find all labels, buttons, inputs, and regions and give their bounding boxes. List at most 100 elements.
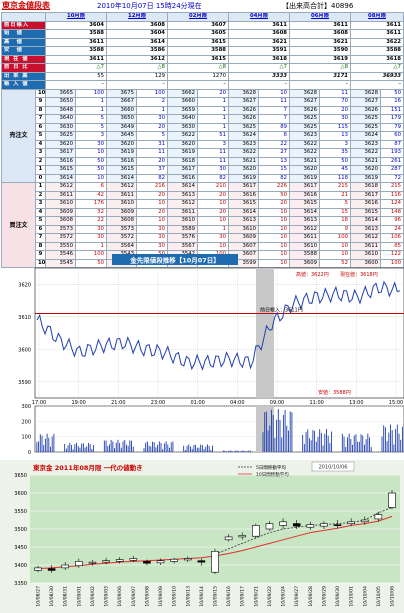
- sell-qty: 1: [75, 97, 107, 107]
- row-value: 3608: [289, 29, 351, 39]
- candle-body: [306, 524, 315, 528]
- buy-price: 3610: [45, 199, 76, 209]
- buy-qty: 216: [136, 182, 168, 192]
- row-change: 前 日 比 △7 △8 △8 △7 △8 △7: [1, 63, 404, 73]
- intraday-x-tick: 04:00: [230, 400, 244, 406]
- sell-qty: 70: [319, 97, 351, 107]
- sell-level: 10: [35, 88, 46, 98]
- sell-qty: 60: [380, 131, 404, 141]
- row-value: –: [289, 80, 351, 90]
- row-value: 3612: [106, 54, 168, 64]
- sell-qty: 82: [197, 173, 229, 183]
- volume-y-tick: 200: [21, 419, 31, 425]
- sell-price: 3620: [289, 165, 320, 175]
- buy-order-row: 2 3611 42 3611 20 3613 20 3616 50 3616 21 3617 116: [2, 190, 404, 200]
- sell-level: 2: [35, 156, 46, 166]
- buy-qty: 10: [258, 216, 290, 226]
- buy-price: 3614: [167, 182, 198, 192]
- contract-x-tick: 10/09/17: [240, 586, 246, 607]
- buy-price: 3615: [350, 207, 381, 217]
- buy-level: 4: [35, 207, 46, 217]
- row-value: △8: [106, 63, 168, 73]
- sell-order-row: 0 3614 10 3614 82 3616 82 3619 82 3619 118 3619 72: [2, 173, 404, 183]
- sell-qty: 118: [319, 173, 351, 183]
- intraday-price-line: [36, 280, 401, 371]
- buy-price: 3613: [167, 190, 198, 200]
- sell-qty: 13: [319, 131, 351, 141]
- buy-qty: 30: [75, 224, 107, 234]
- sell-price: 3667: [106, 97, 137, 107]
- sell-qty: 51: [197, 131, 229, 141]
- candle-body: [183, 558, 192, 561]
- month-header[interactable]: 02月限: [167, 12, 229, 22]
- sell-qty: 27: [258, 148, 290, 158]
- buy-qty: 20: [258, 199, 290, 209]
- sell-price: 3626: [228, 114, 259, 124]
- buy-qty: 210: [197, 182, 229, 192]
- candle-body: [115, 559, 124, 562]
- low-label: 安値：3588円: [318, 389, 351, 396]
- contract-y-tick: 3400: [14, 563, 27, 569]
- sell-price: 3614: [45, 173, 76, 183]
- month-header[interactable]: 12月限: [106, 12, 168, 22]
- row-current: 現 在 値 3611 3612 3615 3618 3619 3618: [1, 54, 404, 64]
- buy-price: 3617: [289, 182, 320, 192]
- sell-qty: 50: [75, 165, 107, 175]
- buy-qty: 50: [258, 190, 290, 200]
- sell-qty: 1: [197, 114, 229, 124]
- buy-price: 3614: [350, 216, 381, 226]
- candle-body: [238, 535, 247, 538]
- buy-qty: 10: [258, 241, 290, 251]
- sell-price: 3627: [228, 97, 259, 107]
- contract-x-tick: 10/09/24: [281, 586, 287, 607]
- buy-qty: 10: [197, 216, 229, 226]
- candle-body: [61, 564, 70, 569]
- month-header[interactable]: 06月限: [289, 12, 351, 22]
- contract-x-tick: 10/08/31: [63, 586, 69, 607]
- sell-qty: 89: [258, 122, 290, 132]
- row-label: 始 値: [1, 29, 46, 39]
- row-value: 3611: [350, 29, 404, 39]
- row-value: 3605: [167, 29, 229, 39]
- buy-price: 3572: [45, 233, 76, 243]
- contract-x-tick: 10/09/06: [117, 586, 123, 607]
- row-low: 安 値 3588 3586 3588 3591 3590 3588: [1, 46, 404, 56]
- buy-qty: 18: [319, 216, 351, 226]
- month-header[interactable]: 10月限: [45, 12, 107, 22]
- sell-price: 3615: [106, 165, 137, 175]
- sell-order-row: 1 3615 50 3615 37 3617 30 3620 15 3620 45 3620 287: [2, 165, 404, 175]
- contract-x-tick: 10/09/30: [335, 586, 341, 607]
- sell-qty: 11: [197, 156, 229, 166]
- contract-chart: 東京金 2011年08月限 一代の値動き 5日間移動平均 10日間移動平均 20…: [0, 460, 404, 613]
- sell-price: 3623: [289, 131, 320, 141]
- sell-qty: 22: [258, 139, 290, 149]
- row-value: 3615: [167, 37, 229, 47]
- month-header[interactable]: 04月限: [228, 12, 290, 22]
- buy-qty: 176: [75, 199, 107, 209]
- sell-price: 3625: [289, 114, 320, 124]
- page-title[interactable]: 東京金値段表: [2, 1, 50, 10]
- buy-price: 3610: [289, 241, 320, 251]
- sell-price: 3622: [289, 139, 320, 149]
- row-value: 3621: [289, 37, 351, 47]
- volume-y-tick: 300: [21, 404, 31, 410]
- buy-qty: 32: [75, 207, 107, 217]
- intraday-x-tick: 23:00: [151, 400, 165, 406]
- buy-qty: 10: [197, 199, 229, 209]
- volume-bars: [36, 409, 403, 452]
- sell-price: 3626: [350, 105, 381, 115]
- row-value: 3611: [289, 20, 351, 30]
- sell-qty: 100: [136, 88, 168, 98]
- candle-body: [47, 568, 56, 571]
- sell-price: 3625: [350, 114, 381, 124]
- buy-qty: 20: [197, 190, 229, 200]
- row-value: 3611: [228, 20, 290, 30]
- sell-qty: 11: [258, 97, 290, 107]
- month-header[interactable]: 08月限: [350, 12, 404, 22]
- contract-x-tick: 10/10/06: [390, 586, 396, 607]
- sell-qty: 16: [380, 97, 404, 107]
- row-value: 3591: [228, 46, 290, 56]
- sell-qty: 1: [197, 122, 229, 132]
- sell-qty: 5: [136, 131, 168, 141]
- buy-order-row: 買注文 1 3612 6 3612 216 3614 210 3617 226 3617 215 361…: [1, 182, 404, 268]
